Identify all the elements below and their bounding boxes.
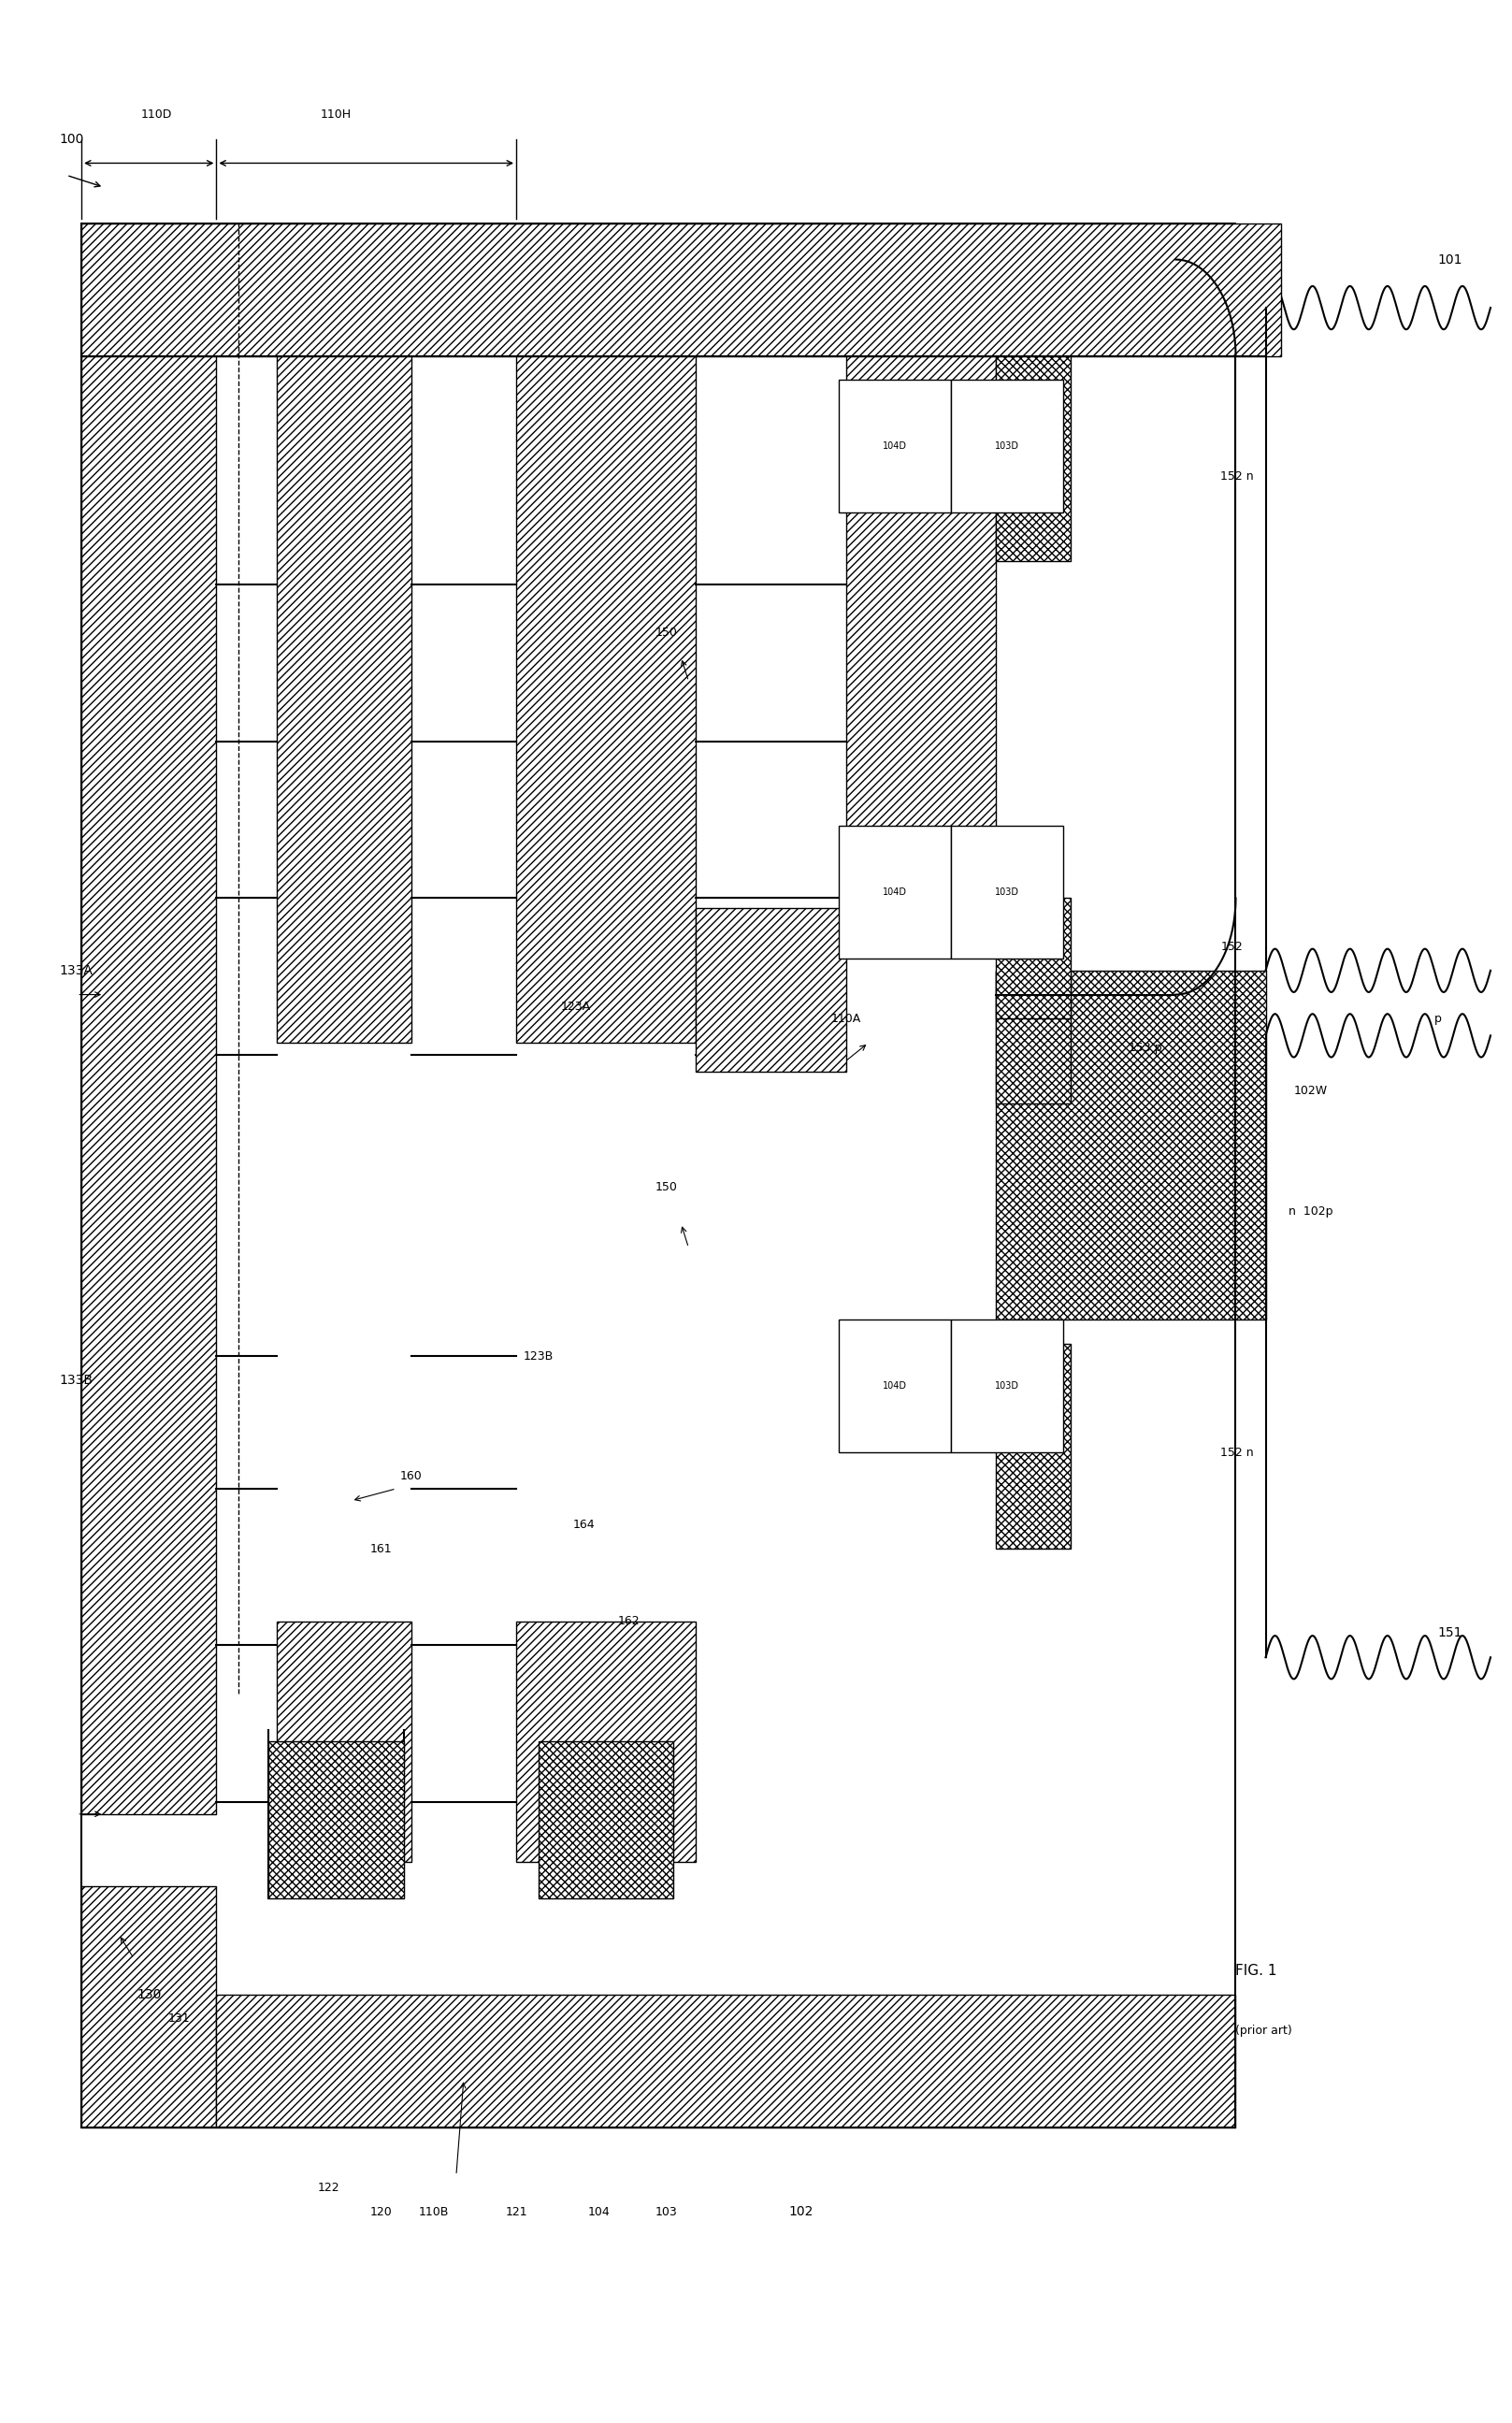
Text: 161: 161	[370, 1543, 392, 1556]
Text: 104: 104	[588, 2205, 609, 2217]
Text: p: p	[1435, 1013, 1442, 1025]
Bar	[996, 972, 1070, 1102]
Bar	[269, 1742, 404, 1897]
Text: 151: 151	[1438, 1626, 1462, 1640]
Bar	[538, 1742, 673, 1897]
Text: 152: 152	[1220, 940, 1243, 952]
Text: 133B: 133B	[59, 1374, 92, 1386]
Bar	[951, 380, 1063, 514]
Bar	[516, 1621, 696, 1863]
Text: 100: 100	[59, 133, 83, 145]
Bar	[277, 1621, 411, 1863]
Bar	[845, 356, 996, 899]
Text: (prior art): (prior art)	[1235, 2026, 1293, 2038]
Text: 153 p: 153 p	[1129, 1042, 1163, 1054]
Text: 123A: 123A	[561, 1001, 591, 1013]
Bar	[996, 899, 1070, 1018]
Bar	[82, 356, 216, 1815]
Text: 104D: 104D	[883, 441, 907, 451]
Text: 110H: 110H	[321, 109, 352, 121]
Text: 150: 150	[655, 628, 677, 640]
Text: 130: 130	[136, 1989, 162, 2001]
Bar	[216, 1994, 1235, 2127]
Bar	[996, 1345, 1070, 1548]
Text: 103D: 103D	[995, 1381, 1019, 1391]
Text: 152 n: 152 n	[1220, 1447, 1253, 1459]
Text: 133A: 133A	[59, 964, 92, 976]
Text: FIG. 1: FIG. 1	[1235, 1963, 1278, 1977]
Text: 104D: 104D	[883, 1381, 907, 1391]
Text: 103D: 103D	[995, 441, 1019, 451]
Bar	[82, 223, 1281, 356]
Bar	[839, 826, 951, 960]
Text: 110D: 110D	[141, 109, 172, 121]
Text: 150: 150	[655, 1182, 677, 1195]
Text: 110B: 110B	[419, 2205, 449, 2217]
Text: 102: 102	[789, 2205, 813, 2217]
Text: 103: 103	[655, 2205, 677, 2217]
Text: 110A: 110A	[832, 1013, 860, 1025]
Bar	[277, 356, 411, 1042]
Bar	[951, 826, 1063, 960]
Text: 102W: 102W	[1294, 1086, 1328, 1098]
Text: 162: 162	[617, 1616, 640, 1628]
Text: 103D: 103D	[995, 887, 1019, 897]
Text: 104D: 104D	[883, 887, 907, 897]
Text: 123B: 123B	[523, 1350, 553, 1362]
Bar	[82, 1885, 216, 2127]
Bar	[951, 1321, 1063, 1451]
Text: n  102p: n 102p	[1288, 1204, 1334, 1219]
Bar	[839, 1321, 951, 1451]
Text: 152 n: 152 n	[1220, 470, 1253, 482]
Bar	[516, 356, 696, 1042]
Text: 101: 101	[1438, 252, 1462, 267]
Text: 164: 164	[573, 1519, 594, 1531]
Text: 122: 122	[318, 2181, 340, 2193]
Bar	[996, 356, 1070, 560]
Text: 120: 120	[370, 2205, 392, 2217]
Text: 160: 160	[401, 1471, 422, 1483]
Text: 131: 131	[168, 2014, 191, 2026]
Bar	[839, 380, 951, 514]
Bar	[996, 972, 1266, 1321]
Text: 121: 121	[505, 2205, 528, 2217]
Bar	[696, 909, 845, 1071]
